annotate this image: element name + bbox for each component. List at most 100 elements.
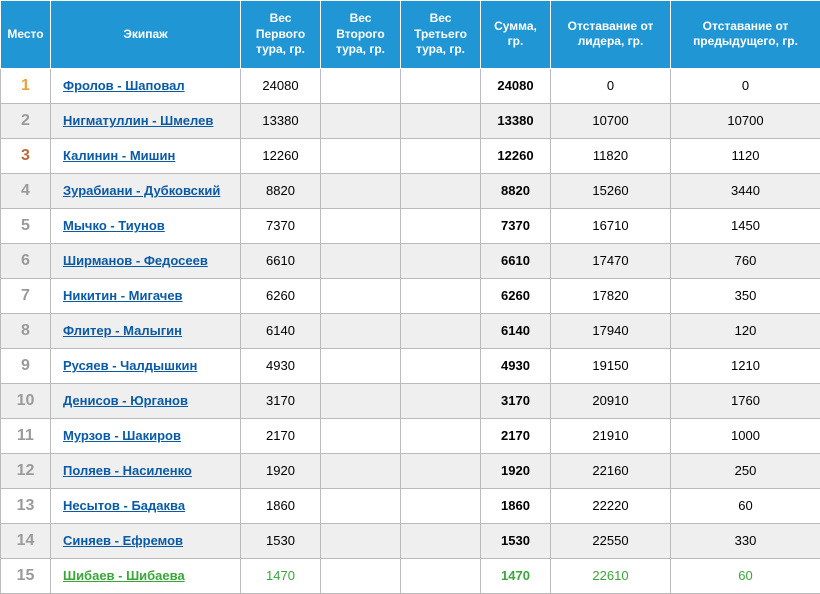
w2-cell <box>321 208 401 243</box>
col-header-leader-gap: Отставание от лидера, гр. <box>551 1 671 69</box>
crew-link[interactable]: Никитин - Мигачев <box>63 288 183 303</box>
crew-link[interactable]: Шибаев - Шибаева <box>63 568 185 583</box>
w2-cell <box>321 173 401 208</box>
crew-cell: Шибаев - Шибаева <box>51 558 241 593</box>
sum-cell: 6610 <box>481 243 551 278</box>
w2-cell <box>321 103 401 138</box>
place-cell: 6 <box>1 243 51 278</box>
w3-cell <box>401 243 481 278</box>
leader-gap-cell: 22220 <box>551 488 671 523</box>
crew-cell: Денисов - Юрганов <box>51 383 241 418</box>
table-row: 8Флитер - Малыгин6140614017940120 <box>1 313 820 348</box>
place-cell: 4 <box>1 173 51 208</box>
col-header-w1: Вес Первого тура, гр. <box>241 1 321 69</box>
crew-link[interactable]: Денисов - Юрганов <box>63 393 188 408</box>
sum-cell: 8820 <box>481 173 551 208</box>
sum-cell: 24080 <box>481 68 551 103</box>
leader-gap-cell: 22160 <box>551 453 671 488</box>
crew-cell: Зурабиани - Дубковский <box>51 173 241 208</box>
table-row: 9Русяев - Чалдышкин49304930191501210 <box>1 348 820 383</box>
w1-cell: 1860 <box>241 488 321 523</box>
crew-link[interactable]: Ширманов - Федосеев <box>63 253 208 268</box>
leader-gap-cell: 21910 <box>551 418 671 453</box>
prev-gap-cell: 3440 <box>671 173 820 208</box>
crew-link[interactable]: Флитер - Малыгин <box>63 323 182 338</box>
table-row: 2Нигматуллин - Шмелев1338013380107001070… <box>1 103 820 138</box>
crew-link[interactable]: Нигматуллин - Шмелев <box>63 113 213 128</box>
prev-gap-cell: 350 <box>671 278 820 313</box>
standings-table: Место Экипаж Вес Первого тура, гр. Вес В… <box>0 0 820 594</box>
w3-cell <box>401 138 481 173</box>
prev-gap-cell: 330 <box>671 523 820 558</box>
place-cell: 5 <box>1 208 51 243</box>
sum-cell: 1470 <box>481 558 551 593</box>
w2-cell <box>321 68 401 103</box>
prev-gap-cell: 1120 <box>671 138 820 173</box>
crew-link[interactable]: Мурзов - Шакиров <box>63 428 181 443</box>
crew-link[interactable]: Фролов - Шаповал <box>63 78 185 93</box>
w3-cell <box>401 558 481 593</box>
place-cell: 13 <box>1 488 51 523</box>
leader-gap-cell: 11820 <box>551 138 671 173</box>
leader-gap-cell: 0 <box>551 68 671 103</box>
crew-cell: Фролов - Шаповал <box>51 68 241 103</box>
col-header-place: Место <box>1 1 51 69</box>
crew-link[interactable]: Поляев - Насиленко <box>63 463 192 478</box>
w1-cell: 1530 <box>241 523 321 558</box>
crew-cell: Флитер - Малыгин <box>51 313 241 348</box>
crew-cell: Никитин - Мигачев <box>51 278 241 313</box>
table-row: 12Поляев - Насиленко1920192022160250 <box>1 453 820 488</box>
leader-gap-cell: 22550 <box>551 523 671 558</box>
w3-cell <box>401 418 481 453</box>
sum-cell: 6140 <box>481 313 551 348</box>
w2-cell <box>321 488 401 523</box>
crew-link[interactable]: Несытов - Бадаква <box>63 498 185 513</box>
table-row: 3Калинин - Мишин1226012260118201120 <box>1 138 820 173</box>
w3-cell <box>401 278 481 313</box>
place-cell: 15 <box>1 558 51 593</box>
sum-cell: 1920 <box>481 453 551 488</box>
crew-link[interactable]: Зурабиани - Дубковский <box>63 183 220 198</box>
place-cell: 1 <box>1 68 51 103</box>
w3-cell <box>401 488 481 523</box>
crew-link[interactable]: Мычко - Тиунов <box>63 218 165 233</box>
w1-cell: 7370 <box>241 208 321 243</box>
table-row: 7Никитин - Мигачев6260626017820350 <box>1 278 820 313</box>
w3-cell <box>401 453 481 488</box>
w3-cell <box>401 208 481 243</box>
col-header-w3: Вес Третьего тура, гр. <box>401 1 481 69</box>
table-row: 6Ширманов - Федосеев6610661017470760 <box>1 243 820 278</box>
leader-gap-cell: 15260 <box>551 173 671 208</box>
prev-gap-cell: 120 <box>671 313 820 348</box>
w1-cell: 2170 <box>241 418 321 453</box>
crew-link[interactable]: Русяев - Чалдышкин <box>63 358 197 373</box>
col-header-sum: Сумма, гр. <box>481 1 551 69</box>
place-cell: 9 <box>1 348 51 383</box>
w1-cell: 13380 <box>241 103 321 138</box>
table-row: 13Несытов - Бадаква186018602222060 <box>1 488 820 523</box>
prev-gap-cell: 250 <box>671 453 820 488</box>
sum-cell: 1860 <box>481 488 551 523</box>
place-cell: 7 <box>1 278 51 313</box>
sum-cell: 2170 <box>481 418 551 453</box>
sum-cell: 12260 <box>481 138 551 173</box>
w3-cell <box>401 348 481 383</box>
leader-gap-cell: 20910 <box>551 383 671 418</box>
prev-gap-cell: 60 <box>671 488 820 523</box>
place-cell: 11 <box>1 418 51 453</box>
w3-cell <box>401 68 481 103</box>
w1-cell: 1470 <box>241 558 321 593</box>
crew-cell: Мурзов - Шакиров <box>51 418 241 453</box>
crew-link[interactable]: Калинин - Мишин <box>63 148 175 163</box>
w2-cell <box>321 278 401 313</box>
leader-gap-cell: 10700 <box>551 103 671 138</box>
prev-gap-cell: 1760 <box>671 383 820 418</box>
w3-cell <box>401 103 481 138</box>
crew-link[interactable]: Синяев - Ефремов <box>63 533 183 548</box>
col-header-crew: Экипаж <box>51 1 241 69</box>
w2-cell <box>321 348 401 383</box>
crew-cell: Нигматуллин - Шмелев <box>51 103 241 138</box>
w2-cell <box>321 418 401 453</box>
prev-gap-cell: 1210 <box>671 348 820 383</box>
place-cell: 12 <box>1 453 51 488</box>
